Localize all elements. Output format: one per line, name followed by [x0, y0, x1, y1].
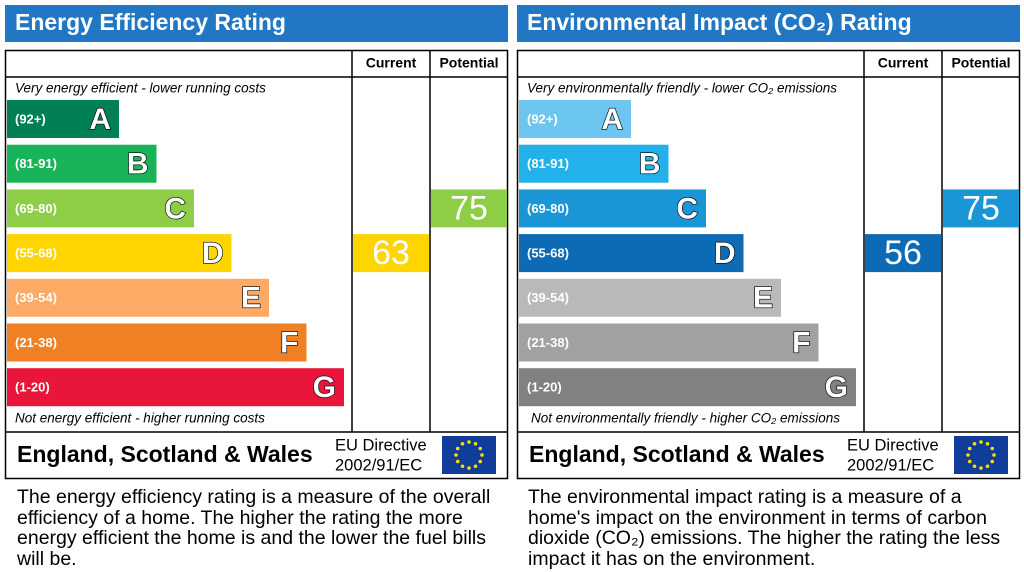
- current-marker: [353, 234, 429, 273]
- band-letter: E: [241, 282, 261, 315]
- flag-star: [979, 440, 983, 444]
- flag-star: [985, 464, 990, 469]
- band-letter: D: [714, 237, 736, 270]
- flag-star: [478, 459, 483, 464]
- flag-star: [985, 441, 990, 446]
- frame: [516, 49, 1021, 480]
- band-letter: G: [825, 371, 848, 404]
- band-letter: A: [89, 103, 111, 136]
- potential-value: 75: [962, 189, 1000, 227]
- band-range: (92+): [527, 111, 558, 126]
- directive: EU Directive: [335, 436, 427, 454]
- band-letter: G: [313, 371, 336, 404]
- rating-band: [7, 234, 232, 273]
- bottom-note: Not energy efficient - higher running co…: [15, 411, 265, 426]
- title-bar: [517, 5, 1020, 42]
- rating-band: [519, 278, 781, 317]
- panel-title: Energy Efficiency Rating: [15, 9, 286, 35]
- band-range: (1-20): [527, 380, 562, 395]
- band-letter: F: [792, 326, 810, 359]
- footer-region: England, Scotland & Wales: [529, 441, 825, 467]
- rating-band: [7, 278, 269, 317]
- potential-value: 75: [450, 189, 488, 227]
- column-header: Potential: [951, 55, 1010, 71]
- rating-band: [519, 100, 631, 138]
- column-header: Current: [878, 55, 929, 71]
- flag-star: [480, 453, 484, 457]
- directive: EU Directive: [847, 436, 939, 454]
- band-range: (39-54): [527, 290, 569, 305]
- flag-star: [990, 446, 995, 451]
- band-letter: C: [676, 192, 698, 225]
- frame: [4, 49, 509, 480]
- band-range: (21-38): [15, 335, 57, 350]
- rating-band: [519, 189, 706, 228]
- flag-star: [990, 459, 995, 464]
- current-marker: [865, 234, 941, 273]
- potential-marker: [431, 189, 507, 228]
- panel-title: Environmental Impact (CO₂) Rating: [527, 9, 912, 35]
- flag-star: [455, 446, 460, 451]
- band-range: (39-54): [15, 290, 57, 305]
- flag-star: [455, 459, 460, 464]
- band-letter: B: [639, 148, 661, 181]
- rating-band: [7, 323, 307, 362]
- band-letter: E: [753, 282, 773, 315]
- band-letter: B: [127, 148, 149, 181]
- rating-band: [519, 144, 669, 183]
- band-range: (21-38): [527, 335, 569, 350]
- current-value: 56: [884, 234, 922, 272]
- flag-star: [972, 464, 977, 469]
- band-range: (1-20): [15, 380, 50, 395]
- flag-star: [473, 464, 478, 469]
- column-header: Current: [366, 55, 417, 71]
- top-note: Very environmentally friendly - lower CO…: [527, 81, 837, 96]
- bottom-note: Not environmentally friendly - higher CO…: [531, 411, 840, 426]
- flag-star: [979, 466, 983, 470]
- band-letter: C: [164, 192, 186, 225]
- rating-band: [7, 100, 119, 138]
- flag-star: [467, 440, 471, 444]
- description: The environmental impact rating is a mea…: [528, 486, 1001, 570]
- potential-marker: [943, 189, 1019, 228]
- band-letter: A: [601, 103, 623, 136]
- rating-band: [519, 368, 856, 407]
- footer-region: England, Scotland & Wales: [17, 441, 313, 467]
- title-bar: [5, 5, 508, 42]
- flag-star: [473, 441, 478, 446]
- flag-star: [460, 441, 465, 446]
- rating-band: [7, 189, 194, 228]
- current-value: 63: [372, 234, 410, 272]
- directive: 2002/91/EC: [335, 456, 422, 474]
- directive: 2002/91/EC: [847, 456, 934, 474]
- rating-band: [519, 323, 819, 362]
- column-header: Potential: [439, 55, 498, 71]
- top-note: Very energy efficient - lower running co…: [15, 81, 266, 96]
- flag-star: [967, 459, 972, 464]
- band-range: (55-68): [15, 246, 57, 261]
- flag-star: [972, 441, 977, 446]
- description: The energy efficiency rating is a measur…: [17, 486, 491, 570]
- flag-star: [992, 453, 996, 457]
- band-range: (92+): [15, 111, 46, 126]
- band-range: (69-80): [15, 201, 57, 216]
- band-letter: D: [202, 237, 224, 270]
- band-letter: F: [280, 326, 298, 359]
- flag-star: [467, 466, 471, 470]
- rating-band: [7, 368, 344, 407]
- rating-band: [519, 234, 744, 273]
- band-range: (81-91): [527, 156, 569, 171]
- flag-star: [478, 446, 483, 451]
- flag-star: [966, 453, 970, 457]
- band-range: (69-80): [527, 201, 569, 216]
- flag-star: [454, 453, 458, 457]
- band-range: (81-91): [15, 156, 57, 171]
- flag-star: [967, 446, 972, 451]
- band-range: (55-68): [527, 246, 569, 261]
- flag-star: [460, 464, 465, 469]
- rating-band: [7, 144, 157, 183]
